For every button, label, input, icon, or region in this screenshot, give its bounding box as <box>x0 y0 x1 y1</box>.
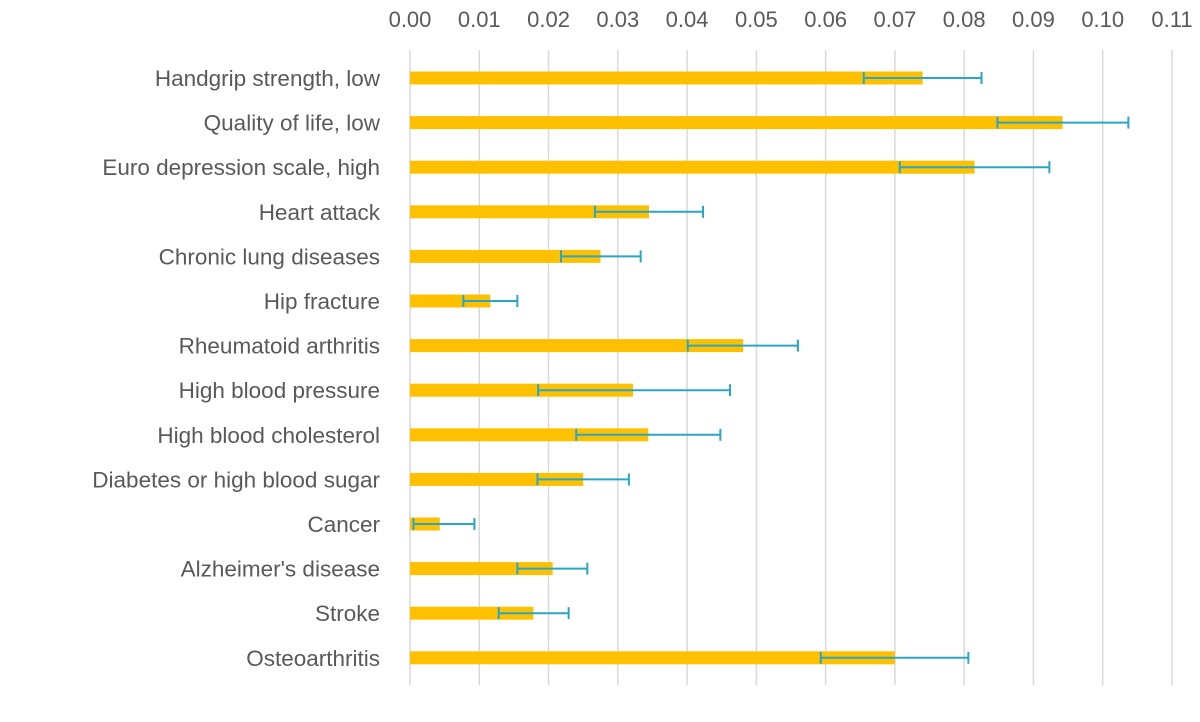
bar <box>410 205 649 219</box>
category-label: Heart attack <box>259 200 381 225</box>
x-tick-label: 0.05 <box>735 7 778 32</box>
bar <box>410 71 923 85</box>
category-label: Hip fracture <box>264 289 380 314</box>
x-tick-label: 0.04 <box>666 7 709 32</box>
bar <box>410 651 895 665</box>
x-tick-label: 0.01 <box>458 7 501 32</box>
bar <box>410 339 744 353</box>
category-label: Quality of life, low <box>204 111 381 136</box>
category-label: Stroke <box>315 601 380 626</box>
gridlines <box>409 50 1173 685</box>
x-tick-label: 0.07 <box>873 7 916 32</box>
x-axis-tick-labels: 0.00 0.01 0.02 0.03 0.04 0.05 0.06 0.07 0.08 0.09… <box>389 7 1193 32</box>
x-tick-label: 0.02 <box>527 7 570 32</box>
category-label: Alzheimer's disease <box>181 557 380 582</box>
bar <box>410 249 601 263</box>
category-label: Euro depression scale, high <box>102 155 380 180</box>
bar <box>410 160 975 174</box>
x-tick-label: 0.09 <box>1012 7 1055 32</box>
category-label: Osteoarthritis <box>246 646 380 671</box>
bar <box>410 472 584 486</box>
bar <box>410 428 649 442</box>
x-tick-label: 0.03 <box>596 7 639 32</box>
category-label: Rheumatoid arthritis <box>179 334 380 359</box>
bars <box>410 71 1063 665</box>
bar <box>410 294 491 308</box>
x-tick-label: 0.00 <box>389 7 432 32</box>
category-labels: Handgrip strength, low Quality of life, l… <box>92 66 380 671</box>
error-bars <box>412 72 1130 664</box>
x-tick-label: 0.06 <box>804 7 847 32</box>
category-label: High blood cholesterol <box>157 423 380 448</box>
x-tick-label: 0.11 <box>1151 7 1192 32</box>
category-label: Handgrip strength, low <box>155 66 381 91</box>
bar <box>410 606 534 620</box>
category-label: Cancer <box>307 512 380 537</box>
bar <box>410 383 634 397</box>
bar <box>410 116 1063 130</box>
category-label: High blood pressure <box>179 378 380 403</box>
x-tick-label: 0.08 <box>943 7 986 32</box>
category-label: Chronic lung diseases <box>159 244 380 269</box>
category-label: Diabetes or high blood sugar <box>92 467 380 492</box>
x-tick-label: 0.10 <box>1081 7 1124 32</box>
